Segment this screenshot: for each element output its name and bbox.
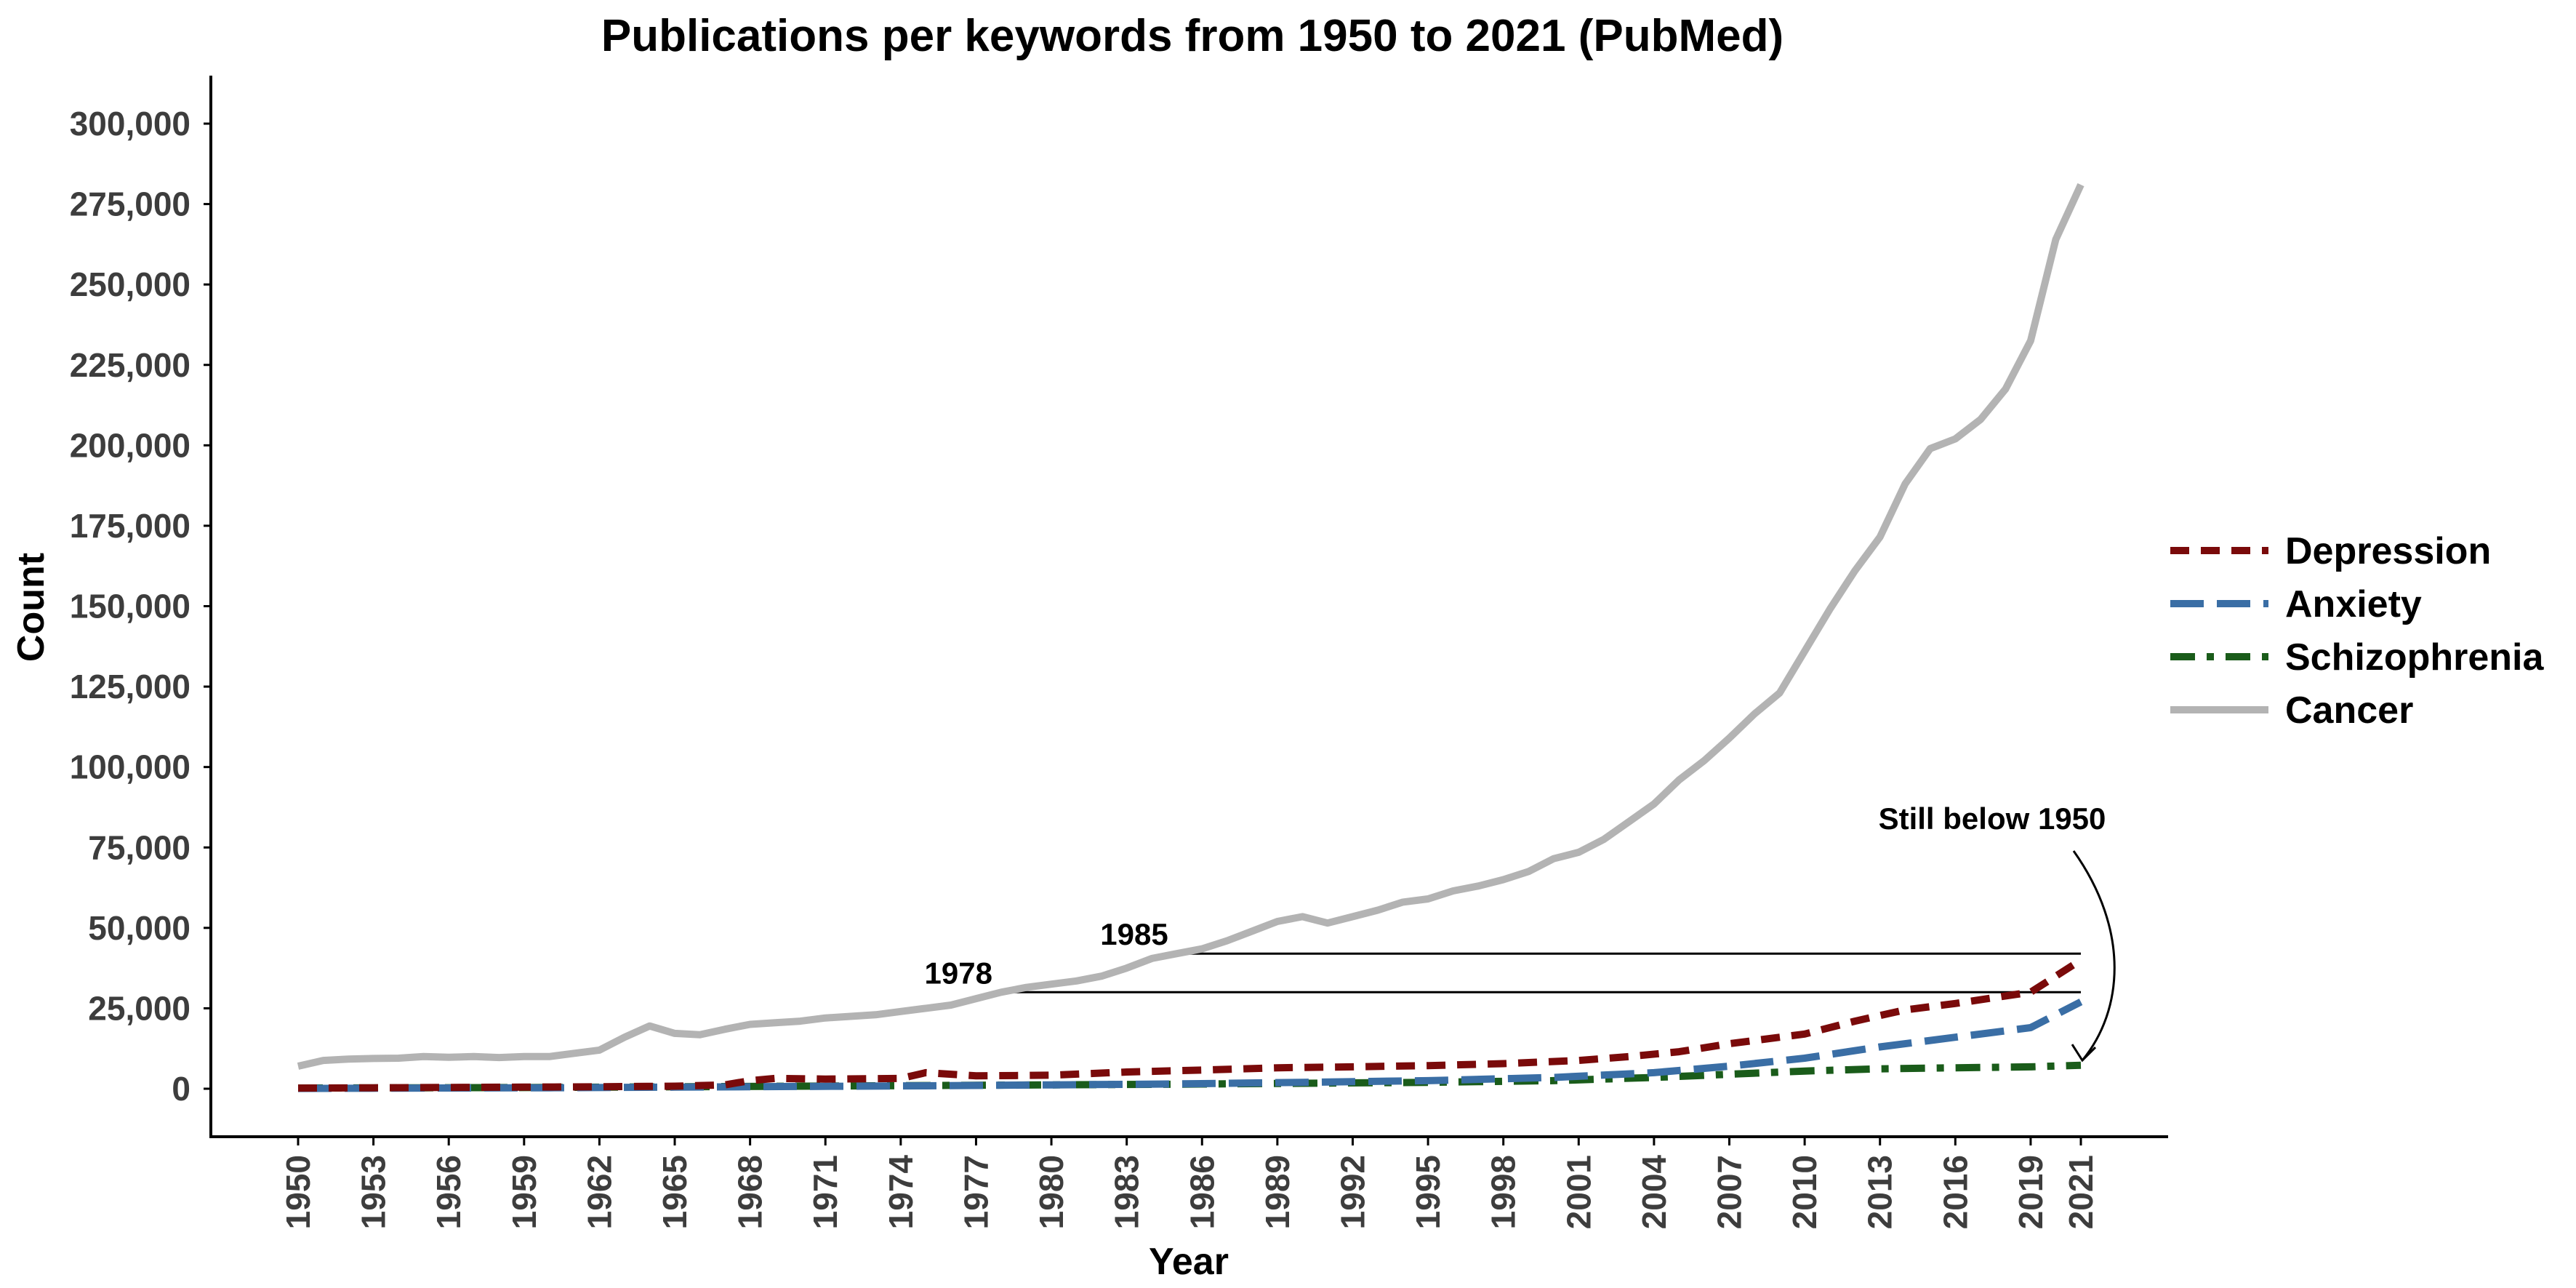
annotation-label-still-below: Still below 1950 [1879,801,2106,836]
series-line-depression [297,956,2083,1092]
x-tick-label: 1965 [656,1155,694,1229]
y-tick-label: 50,000 [88,909,190,947]
legend-label-schizophrenia: Schizophrenia [2285,636,2544,679]
y-tick-label: 150,000 [70,588,190,625]
x-tick-label: 1962 [580,1155,618,1229]
x-tick-label: 2004 [1635,1155,1673,1230]
x-tick-label: 1953 [355,1155,393,1229]
x-tick-label: 1950 [279,1155,317,1229]
x-tick-label: 1986 [1183,1155,1221,1229]
annotation-arrow-head [2071,1044,2097,1063]
y-tick-label: 275,000 [70,185,190,223]
legend: Depression Anxiety Schizophrenia Cancer [2170,530,2544,732]
x-axis-ticks: 1950 1953 1956 1959 1962 1965 1968 1971 1974 1977… [279,1137,2100,1229]
y-tick-label: 25,000 [88,989,190,1027]
x-tick-label: 2001 [1560,1155,1597,1229]
annotation-lines [1000,952,2081,993]
x-tick-label: 1956 [430,1155,468,1229]
x-tick-label: 1995 [1409,1155,1447,1229]
x-tick-label: 2016 [1936,1155,1974,1229]
y-tick-label: 100,000 [70,748,190,786]
y-axis-ticks: 0 25,000 50,000 75,000 100,000 125,000 150,000… [70,105,211,1108]
x-tick-label: 1983 [1108,1155,1146,1229]
annotation-label-1985: 1985 [1100,917,1168,951]
x-tick-label: 1989 [1259,1155,1296,1229]
x-tick-label: 1959 [505,1155,543,1229]
x-tick-label: 1977 [957,1155,995,1229]
y-axis-title: Count [10,553,52,662]
x-tick-label: 1974 [882,1155,920,1230]
annotation-arrow [2072,850,2116,1061]
x-tick-label: 1968 [731,1155,769,1229]
chart-title: Publications per keywords from 1950 to 2… [601,11,1783,61]
x-tick-label: 1971 [806,1155,844,1229]
y-tick-label: 300,000 [70,105,190,143]
x-tick-label: 2019 [2012,1155,2050,1229]
legend-label-depression: Depression [2285,530,2491,572]
y-tick-label: 75,000 [88,828,190,866]
y-tick-label: 175,000 [70,507,190,545]
annotation-labels: 1985 1978 Still below 1950 [925,801,2116,1063]
legend-label-cancer: Cancer [2285,689,2413,732]
annotation-label-1978: 1978 [925,956,992,990]
x-tick-label: 2007 [1711,1155,1749,1229]
series-line-cancer [297,183,2085,1070]
x-tick-label: 2013 [1861,1155,1899,1229]
x-tick-label: 2010 [1786,1155,1823,1229]
series-layer [297,183,2085,1092]
y-tick-label: 225,000 [70,346,190,384]
y-tick-label: 200,000 [70,426,190,464]
x-tick-label: 1992 [1333,1155,1371,1229]
y-tick-label: 250,000 [70,265,190,303]
y-tick-label: 0 [172,1070,190,1108]
x-tick-label: 1980 [1032,1155,1070,1229]
x-tick-label: 2021 [2062,1155,2100,1229]
y-tick-label: 125,000 [70,668,190,705]
series-line-anxiety [297,999,2083,1092]
x-tick-label: 1998 [1485,1155,1522,1229]
x-axis-title: Year [1149,1241,1229,1283]
legend-label-anxiety: Anxiety [2285,583,2422,625]
